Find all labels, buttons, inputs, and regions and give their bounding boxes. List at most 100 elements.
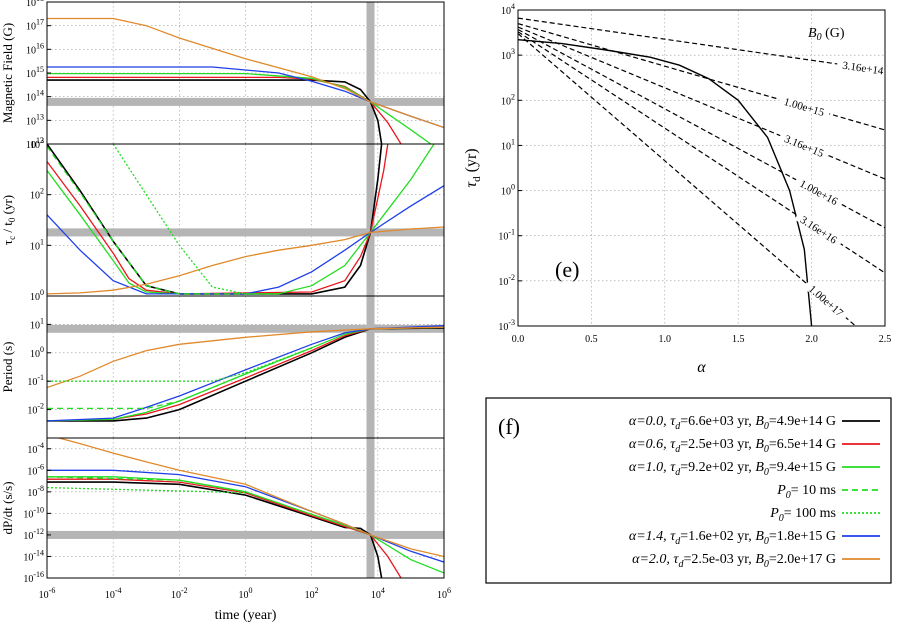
x-tick-label: 104 <box>371 586 385 601</box>
legend-f: (f) α=0.0, τd=6.6e+03 yr, B0=4.9e+14 G α=0… <box>485 397 892 584</box>
panel-frame <box>46 437 445 579</box>
b0-label-bg <box>793 174 845 209</box>
y-tick-label: 100 <box>30 288 44 303</box>
panel-e: 0.0 0.5 1.0 1.5 2.0 2.5 10-3 10-2 10-1 100 101 102 1… <box>463 2 891 376</box>
observed-value-band <box>47 228 444 237</box>
y-tick-label: 104 <box>501 2 515 17</box>
legend-entry-text: α=2.0, τd=2.5e-03 yr, B0=2.0e+17 G <box>632 552 836 570</box>
y-tick-label: 10-10 <box>23 505 44 520</box>
y-tick-label: 10-1 <box>27 373 44 388</box>
series-1.0 <box>47 72 432 144</box>
series-0.6 <box>47 76 402 144</box>
b0-label-bg <box>777 93 831 119</box>
series-2.0 <box>56 438 444 558</box>
y-tick-label: 1016 <box>26 41 44 56</box>
y-tick-label: 10-1 <box>498 228 515 243</box>
b0-label-bg <box>836 57 890 77</box>
panel-period: 10-2 10-1 100 101 Period (s) <box>0 295 445 439</box>
x-tick-label: 0.5 <box>585 334 598 345</box>
y-tick-label: 100 <box>501 183 515 198</box>
y-tick-label: 10-4 <box>27 441 44 456</box>
b0-line <box>518 33 856 326</box>
panel-frame <box>517 9 886 327</box>
observed-value-band <box>47 530 444 539</box>
legend-entry-text: P0= 10 ms <box>776 483 836 501</box>
y-tick-label: 10-2 <box>498 273 515 288</box>
panel-tau: 100 101 102 103 τc / t0 (yr) <box>0 136 445 303</box>
legend-entry-text: P0= 100 ms <box>769 506 836 524</box>
b0-label-bg <box>803 279 850 322</box>
series-P010ms <box>47 476 246 493</box>
series-0.0 <box>47 79 383 144</box>
x-axis-label: time (year) <box>215 608 277 623</box>
series-2.0 <box>47 226 444 295</box>
y-tick-label: 101 <box>501 137 515 152</box>
series-P010ms <box>47 347 312 410</box>
y-tick-label: 10-8 <box>27 484 44 499</box>
y-tick-label: 1015 <box>26 65 44 80</box>
legend-entry-text: α=1.0, τd=9.2e+02 yr, B0=9.4e+15 G <box>629 460 836 478</box>
b0-line-label: 1.00e+15 <box>782 96 826 119</box>
y-axis-label: Period (s) <box>0 342 15 393</box>
legend-entry-text: α=0.6, τd=2.5e+03 yr, B0=6.5e+14 G <box>629 437 836 455</box>
y-tick-label: 1014 <box>26 89 44 104</box>
b0-line-label: 3.16e+16 <box>798 214 840 247</box>
y-tick-label: 1012 <box>26 136 44 151</box>
series-0.0 <box>47 144 383 295</box>
y-tick-label: 103 <box>30 136 44 151</box>
panel-label-f: (f) <box>498 414 520 439</box>
y-tick-label: 1017 <box>26 18 44 33</box>
b0-line-label: 1.00e+17 <box>806 283 845 319</box>
b0-line <box>518 26 885 180</box>
b0-label-bg <box>778 130 831 161</box>
panel-bfield: 1012 1013 1014 1015 1016 1017 1018 Magnetic Fie… <box>0 0 445 151</box>
series-1.0 <box>47 476 444 574</box>
series-P010ms <box>47 145 279 295</box>
x-tick-label: 106 <box>437 586 451 601</box>
legend-entry-text: α=0.0, τd=6.6e+03 yr, B0=4.9e+14 G <box>629 414 836 432</box>
series-1.4 <box>47 325 444 422</box>
y-tick-label: 1013 <box>26 112 44 127</box>
y-tick-label: 10-2 <box>27 402 44 417</box>
tau-d-curve <box>518 39 813 326</box>
series-0.6 <box>47 478 402 578</box>
x-tick-label: 2.5 <box>879 334 892 345</box>
observed-age-band <box>366 296 375 438</box>
b0-line-label: 3.16e+15 <box>782 133 825 160</box>
b0-line <box>518 17 885 72</box>
series-1.4 <box>47 185 444 295</box>
b0-label-bg <box>794 210 844 248</box>
y-axis-label: τc / t0 (yr) <box>0 195 17 245</box>
series-1.0 <box>47 144 435 295</box>
y-axis-label: Magnetic Field (G) <box>0 23 15 123</box>
legend-entry-text: α=1.4, τd=1.6e+02 yr, B0=1.8e+15 G <box>629 529 836 547</box>
x-tick-label: 1.0 <box>659 334 672 345</box>
panel-label-e: (e) <box>555 257 579 282</box>
left-panels: 1012 1013 1014 1015 1016 1017 1018 Magnetic Fie… <box>0 0 451 623</box>
series-0.0 <box>47 481 383 578</box>
observed-value-band <box>47 324 444 333</box>
y-tick-label: 10-3 <box>498 318 515 333</box>
series-P0100ms <box>47 486 246 494</box>
x-tick-label: 100 <box>239 586 253 601</box>
b0-line <box>518 31 885 274</box>
observed-age-band <box>366 438 375 578</box>
b0-line-label: 3.16e+14 <box>842 60 885 78</box>
y-tick-label: 10-12 <box>23 527 44 542</box>
y-tick-label: 10-6 <box>27 462 44 477</box>
observed-value-band <box>47 97 444 106</box>
x-axis-label: α <box>697 359 706 376</box>
series-P0100ms <box>112 144 279 295</box>
b0-legend-title: B0 (G) <box>808 26 845 43</box>
series-2.0 <box>47 17 444 129</box>
y-axis-label: τd (yr) <box>463 148 483 187</box>
y-tick-label: 10-14 <box>23 548 44 563</box>
x-tick-label: 10-6 <box>39 586 56 601</box>
observed-age-band <box>366 2 375 144</box>
y-axis-label: dP/dt (s/s) <box>0 481 15 534</box>
y-tick-label: 100 <box>30 345 44 360</box>
y-tick-label: 102 <box>30 187 44 202</box>
x-tick-label: 2.0 <box>805 334 818 345</box>
observed-age-band <box>366 144 375 296</box>
